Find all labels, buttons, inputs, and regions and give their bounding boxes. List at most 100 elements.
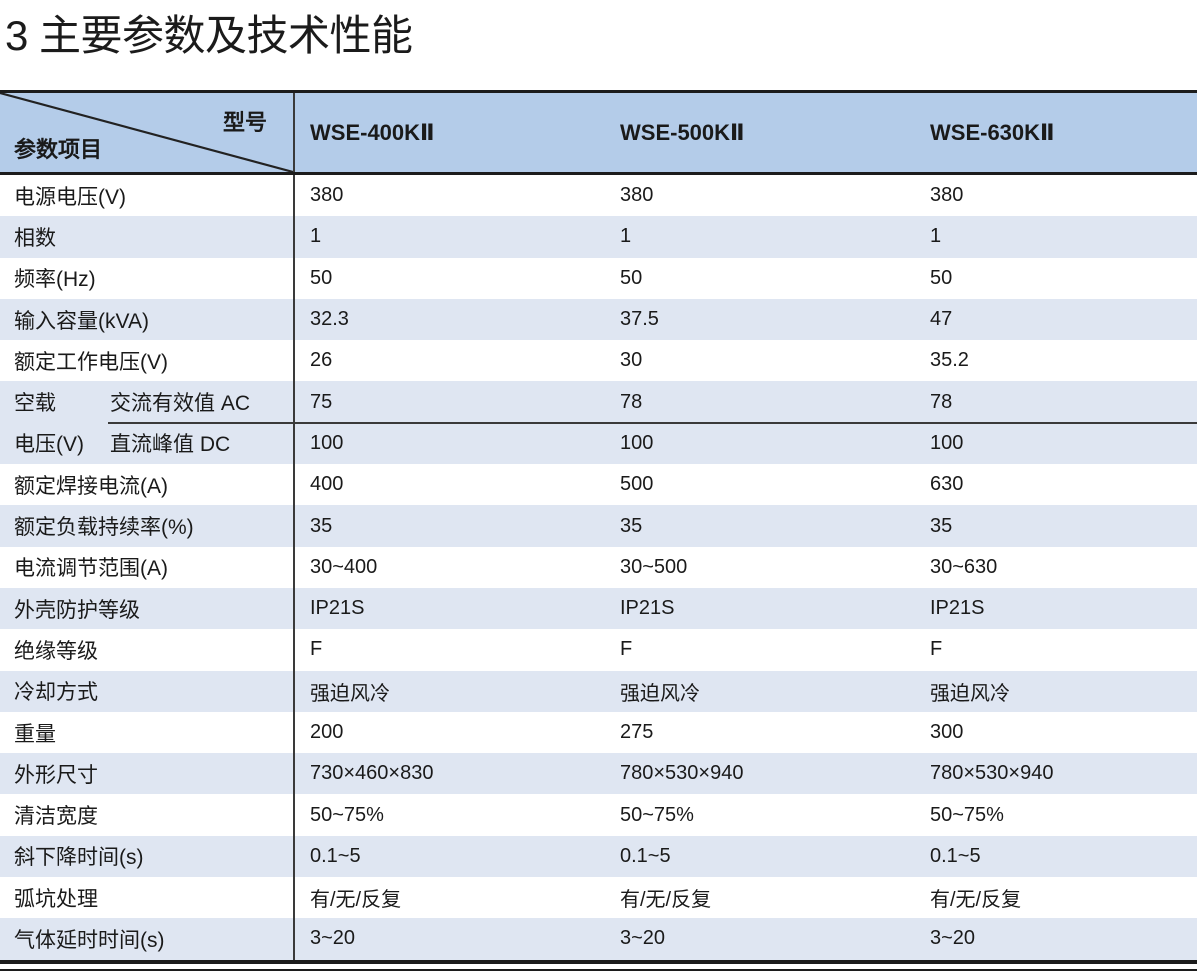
value-cell: 50 (620, 266, 643, 289)
value-cell: 78 (620, 390, 643, 413)
value-cell: 3~20 (310, 927, 356, 950)
value-cell: 37.5 (620, 308, 659, 331)
param-label-cell: 输入容量(kVA) (0, 298, 295, 341)
value-cell: 400 (310, 473, 344, 496)
param-label-cell: 外形尺寸 (0, 753, 295, 795)
value-cell: IP21S (310, 597, 365, 620)
param-label-cell: 电源电压(V) (0, 175, 295, 217)
value-cell: 0.1~5 (310, 844, 361, 867)
value-cell: 100 (620, 431, 654, 454)
table-row: 额定焊接电流(A) 400 500 630 (0, 464, 1197, 506)
table-row: 冷却方式 强迫风冷 强迫风冷 强迫风冷 (0, 670, 1197, 712)
table-row: 额定负载持续率(%) 35 35 35 (0, 505, 1197, 547)
param-label-cell: 清洁宽度 (0, 794, 295, 836)
table-row: 电压(V) 直流峰值 DC 100 100 100 (0, 422, 1197, 465)
value-cell: F (930, 638, 943, 661)
param-label-cell: 重量 (0, 711, 295, 754)
param-label-cell: 弧坑处理 (0, 877, 295, 919)
spec-table: 型号 参数项目 WSE-400KⅡ WSE-500KⅡ WSE-630KⅡ 电源… (0, 90, 1197, 971)
value-cell: 1 (620, 225, 632, 248)
value-cell: 380 (930, 184, 964, 207)
no-load-voltage-group: 空载 交流有效值 AC 75 78 78 电压(V) 直流峰值 DC 100 1… (0, 381, 1197, 465)
value-cell: 500 (620, 473, 654, 496)
param-label-cell: 空载 交流有效值 AC (0, 381, 295, 423)
value-cell: 78 (930, 390, 953, 413)
value-cell: 有/无/反复 (930, 889, 1022, 912)
value-cell: 35 (930, 514, 953, 537)
diagonal-line (0, 93, 293, 172)
value-cell: 3~20 (930, 927, 976, 950)
table-row: 斜下降时间(s) 0.1~5 0.1~5 0.1~5 (0, 835, 1197, 878)
value-cell: F (620, 638, 633, 661)
corner-model-label: 型号 (222, 110, 267, 135)
param-label-cell: 冷却方式 (0, 670, 295, 712)
value-cell: 380 (310, 184, 344, 207)
param-label-cell: 气体延时时间(s) (0, 918, 295, 960)
param-label-cell: 外壳防护等级 (0, 587, 295, 630)
model-header-wse-400: WSE-400KⅡ (310, 119, 435, 145)
table-row: 外形尺寸 730×460×830 780×530×940 780×530×940 (0, 753, 1197, 795)
value-cell: 47 (930, 308, 953, 331)
corner-header-cell: 型号 参数项目 (0, 93, 295, 172)
table-row: 绝缘等级 F F F (0, 629, 1197, 671)
value-cell: 0.1~5 (930, 844, 981, 867)
value-cell: 35 (310, 514, 333, 537)
param-label-cell: 相数 (0, 216, 295, 258)
table-row: 电源电压(V) 380 380 380 (0, 175, 1197, 217)
value-cell: 1 (310, 225, 322, 248)
value-cell: 35.2 (930, 349, 969, 372)
group-label-bottom: 电压(V) (14, 433, 84, 457)
table-row: 气体延时时间(s) 3~20 3~20 3~20 (0, 918, 1197, 960)
value-cell: 30~630 (930, 555, 998, 578)
value-cell: 50~75% (930, 803, 1004, 826)
ac-dc-divider (108, 421, 1197, 424)
value-cell: 50~75% (310, 803, 384, 826)
value-cell: 780×530×940 (620, 762, 744, 785)
value-cell: 380 (620, 184, 654, 207)
table-header-row: 型号 参数项目 WSE-400KⅡ WSE-500KⅡ WSE-630KⅡ (0, 93, 1197, 175)
table-row: 外壳防护等级 IP21S IP21S IP21S (0, 587, 1197, 630)
table-row: 额定工作电压(V) 26 30 35.2 (0, 340, 1197, 382)
param-label-cell: 电压(V) 直流峰值 DC (0, 422, 295, 465)
value-cell: 630 (930, 473, 964, 496)
value-cell: 780×530×940 (930, 762, 1054, 785)
value-cell: 有/无/反复 (310, 889, 402, 912)
value-cell: 100 (930, 431, 964, 454)
table-row: 清洁宽度 50~75% 50~75% 50~75% (0, 794, 1197, 836)
value-cell: 强迫风冷 (310, 682, 390, 705)
table-bottom-gap (0, 963, 1197, 969)
group-label-top: 空载 (14, 392, 56, 416)
value-cell: 75 (310, 390, 333, 413)
value-cell: IP21S (620, 597, 675, 620)
value-cell: 50~75% (620, 803, 694, 826)
value-cell: 30~400 (310, 555, 378, 578)
value-cell: 强迫风冷 (620, 682, 700, 705)
table-row: 弧坑处理 有/无/反复 有/无/反复 有/无/反复 (0, 877, 1197, 919)
value-cell: 50 (930, 266, 953, 289)
table-top-border (0, 90, 1197, 93)
value-cell: 275 (620, 721, 654, 743)
param-label-cell: 斜下降时间(s) (0, 835, 295, 878)
value-cell: 32.3 (310, 308, 349, 331)
table-row: 空载 交流有效值 AC 75 78 78 (0, 381, 1197, 423)
value-cell: 35 (620, 514, 643, 537)
sub-param-label: 交流有效值 AC (110, 392, 251, 416)
value-cell: 1 (930, 225, 942, 248)
corner-param-label: 参数项目 (14, 137, 103, 162)
table-row: 频率(Hz) 50 50 50 (0, 257, 1197, 299)
param-label-cell: 频率(Hz) (0, 257, 295, 299)
table-row: 电流调节范围(A) 30~400 30~500 30~630 (0, 546, 1197, 588)
value-cell: F (310, 638, 323, 661)
value-cell: 3~20 (620, 927, 666, 950)
value-cell: 200 (310, 721, 344, 743)
value-cell: 730×460×830 (310, 762, 434, 785)
param-label-cell: 额定工作电压(V) (0, 340, 295, 382)
value-cell: IP21S (930, 597, 985, 620)
param-label-cell: 额定焊接电流(A) (0, 464, 295, 506)
param-label-cell: 额定负载持续率(%) (0, 505, 295, 547)
table-row: 输入容量(kVA) 32.3 37.5 47 (0, 298, 1197, 341)
value-cell: 50 (310, 266, 333, 289)
table-row: 重量 200 275 300 (0, 711, 1197, 754)
model-header-wse-500: WSE-500KⅡ (620, 119, 745, 145)
model-header-wse-630: WSE-630KⅡ (930, 119, 1055, 145)
